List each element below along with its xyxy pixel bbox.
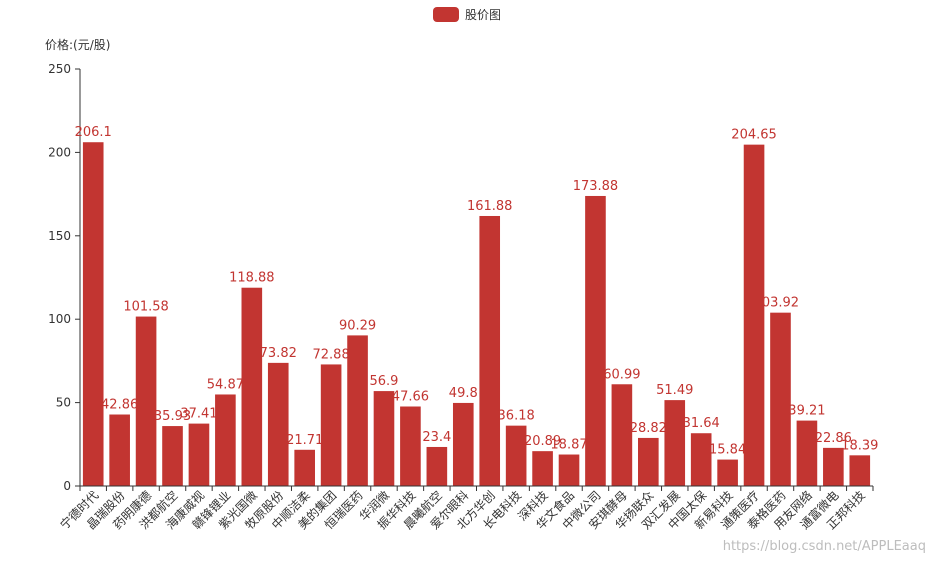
data-label: 101.58 xyxy=(123,300,169,315)
bar xyxy=(532,451,553,486)
data-label: 173.88 xyxy=(573,179,619,194)
bar xyxy=(796,420,818,486)
y-tick-label: 250 xyxy=(48,62,71,76)
bar xyxy=(585,195,606,487)
data-label: 31.64 xyxy=(683,416,720,431)
legend-swatch xyxy=(432,7,459,22)
data-label: 18.39 xyxy=(841,438,878,453)
data-label: 21.71 xyxy=(286,433,323,448)
watermark: https://blog.csdn.net/APPLEaaq xyxy=(722,539,926,554)
bar xyxy=(347,335,368,486)
data-label: 28.82 xyxy=(630,421,667,436)
y-tick-label: 200 xyxy=(48,145,71,159)
legend[interactable]: 股价图 xyxy=(0,6,934,23)
bar xyxy=(849,455,871,486)
data-label: 204.65 xyxy=(731,128,777,143)
data-label: 206.1 xyxy=(75,125,112,140)
bar xyxy=(135,316,157,486)
data-label: 03.92 xyxy=(762,296,799,311)
data-label: 39.21 xyxy=(788,404,825,419)
data-label: 72.88 xyxy=(313,347,350,362)
legend-label: 股价图 xyxy=(464,8,501,22)
data-label: 22.86 xyxy=(815,431,852,446)
data-label: 47.66 xyxy=(392,390,429,405)
data-label: 54.87 xyxy=(207,377,244,392)
y-tick-label: 0 xyxy=(63,479,71,493)
bar xyxy=(717,459,738,486)
bar xyxy=(294,449,315,486)
y-axis-title: 价格:(元/股) xyxy=(45,38,111,52)
y-tick-label: 50 xyxy=(56,396,71,410)
x-axis: 宁德时代晶瑞股份药明康德洪都航空海康威视赣锋锂业紫光国微牧原股份中顺洁柔美的集团… xyxy=(57,485,874,532)
data-label: 18.87 xyxy=(550,438,587,453)
bar xyxy=(505,425,527,486)
bar xyxy=(426,446,448,486)
data-label: 73.82 xyxy=(260,346,297,361)
bar xyxy=(558,454,580,486)
data-label: 42.86 xyxy=(101,398,138,413)
bar xyxy=(770,312,791,486)
bar xyxy=(109,414,130,486)
bar xyxy=(479,215,501,486)
bar xyxy=(690,433,712,486)
data-label: 20.89 xyxy=(524,434,561,449)
bar xyxy=(320,364,342,486)
data-label: 36.18 xyxy=(498,409,535,424)
bar xyxy=(452,402,474,486)
bar xyxy=(241,287,263,486)
bar xyxy=(82,142,104,486)
y-tick-label: 100 xyxy=(48,312,71,326)
data-label: 37.41 xyxy=(180,407,217,422)
data-label: 118.88 xyxy=(229,271,275,286)
data-label: 15.84 xyxy=(709,443,746,458)
data-label: 49.8 xyxy=(449,386,478,401)
bar-series xyxy=(82,142,871,487)
data-label: 60.99 xyxy=(603,367,640,382)
bar xyxy=(188,423,210,486)
bar xyxy=(823,447,844,486)
y-tick-label: 150 xyxy=(48,229,71,243)
bar xyxy=(638,437,659,486)
bar xyxy=(611,384,633,486)
data-label: 23.4 xyxy=(422,430,451,445)
bar xyxy=(215,394,236,486)
bar xyxy=(267,362,289,486)
data-label: 90.29 xyxy=(339,318,376,333)
bar xyxy=(664,400,686,486)
y-axis: 0 50 100 150 200 250 xyxy=(48,62,81,493)
data-label: 35.93 xyxy=(154,409,191,424)
bar xyxy=(400,406,421,486)
data-label: 56.9 xyxy=(370,374,399,389)
data-label: 161.88 xyxy=(467,199,513,214)
bar xyxy=(373,391,395,486)
bar xyxy=(162,426,183,486)
bar xyxy=(743,144,765,486)
data-label: 51.49 xyxy=(656,383,693,398)
